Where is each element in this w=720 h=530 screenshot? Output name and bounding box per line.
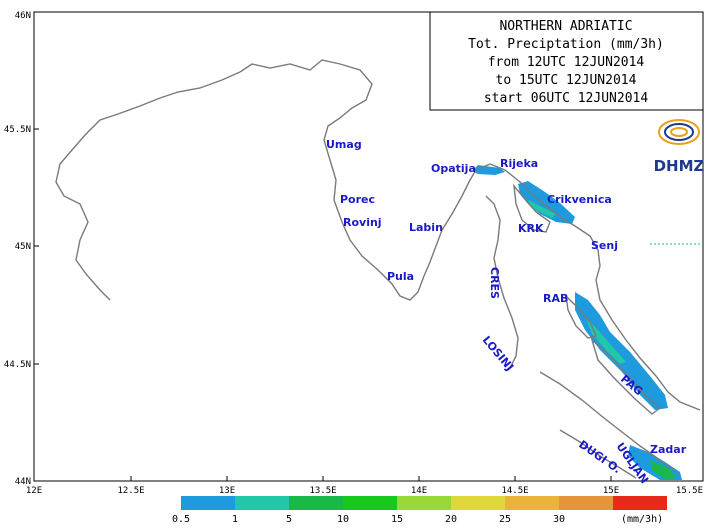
title-line: start 06UTC 12JUN2014: [484, 91, 649, 106]
title-frame: [429, 11, 704, 111]
place-label: Crikvenica: [547, 193, 612, 206]
x-tick-label: 14.5E: [501, 486, 528, 496]
place-label: Labin: [409, 221, 443, 234]
dugi-otok: [559, 429, 637, 479]
legend-swatch: [613, 496, 667, 510]
legend-label: 25: [499, 514, 511, 525]
legend-label: 10: [337, 514, 349, 525]
precip-legend: (mm/3h) 0.5 1 5 10 15 20 25 30: [172, 496, 667, 525]
x-tick-label: 12E: [26, 486, 42, 496]
place-label: Umag: [326, 138, 362, 151]
cres-losinj: [485, 195, 519, 369]
logo-text: DHMZ: [654, 157, 705, 175]
legend-label: 5: [286, 514, 292, 525]
legend-label: 30: [553, 514, 565, 525]
precip-shading: [472, 165, 682, 480]
title-box: NORTHERN ADRIATIC Tot. Preciptation (mm/…: [429, 11, 704, 111]
legend-swatch: [559, 496, 613, 510]
title-line: NORTHERN ADRIATIC: [499, 19, 632, 34]
place-label: Porec: [340, 193, 375, 206]
title-line: from 12UTC 12JUN2014: [488, 55, 645, 70]
y-tick-label: 46N: [15, 11, 31, 21]
axis-ticks: [34, 128, 612, 481]
x-tick-labels: 12E 12.5E 13E 13.5E 14E 14.5E 15E 15.5E: [26, 486, 703, 496]
precip-crikvenica: [518, 181, 575, 224]
title-line: Tot. Preciptation (mm/3h): [468, 37, 664, 52]
x-tick-label: 15.5E: [676, 486, 703, 496]
pag-island: [590, 337, 662, 415]
legend-swatch: [235, 496, 289, 510]
precip-zadar-core: [650, 460, 678, 479]
legend-swatch: [181, 496, 235, 510]
legend-swatch: [343, 496, 397, 510]
place-label: KRK: [518, 222, 544, 235]
legend-swatch: [505, 496, 559, 510]
legend-label: 1: [232, 514, 238, 525]
x-tick-label: 13.5E: [309, 486, 336, 496]
coastline-mainland: [239, 59, 701, 411]
coastline-west: [55, 71, 241, 301]
legend-swatch: [289, 496, 343, 510]
y-tick-label: 44.5N: [4, 360, 31, 370]
x-tick-label: 13E: [219, 486, 235, 496]
krk-island: [513, 183, 551, 233]
place-label: Opatija: [431, 162, 476, 175]
legend-swatch: [397, 496, 451, 510]
legend-swatch: [451, 496, 505, 510]
place-label: Senj: [591, 239, 618, 252]
dhmz-logo: DHMZ: [654, 119, 705, 175]
precip-rab-pag: [575, 292, 668, 410]
place-label: Rijeka: [500, 157, 538, 170]
logo-swirl-icon: [658, 119, 700, 145]
coastline: [55, 59, 701, 479]
precip-rab-core: [586, 318, 626, 364]
rab-island: [565, 294, 597, 339]
place-label: RAB: [543, 292, 568, 305]
legend-label: 0.5: [172, 514, 190, 525]
x-tick-label: 15E: [603, 486, 619, 496]
legend-label: 20: [445, 514, 457, 525]
y-tick-label: 45N: [15, 242, 31, 252]
outer-islands: [539, 371, 677, 473]
x-tick-label: 14E: [411, 486, 427, 496]
y-tick-label: 45.5N: [4, 125, 31, 135]
precip-crikvenica-core: [528, 200, 556, 218]
legend-label: 15: [391, 514, 403, 525]
y-tick-labels: 44N 44.5N 45N 45.5N 46N: [4, 11, 31, 487]
y-tick-label: 44N: [15, 477, 31, 487]
place-label: Zadar: [650, 443, 687, 456]
place-label: Rovinj: [343, 216, 382, 229]
legend-unit: (mm/3h): [621, 514, 663, 525]
place-label: CRES: [488, 267, 501, 299]
title-line: to 15UTC 12JUN2014: [496, 73, 637, 88]
place-label: Pula: [387, 270, 414, 283]
x-tick-label: 12.5E: [117, 486, 144, 496]
